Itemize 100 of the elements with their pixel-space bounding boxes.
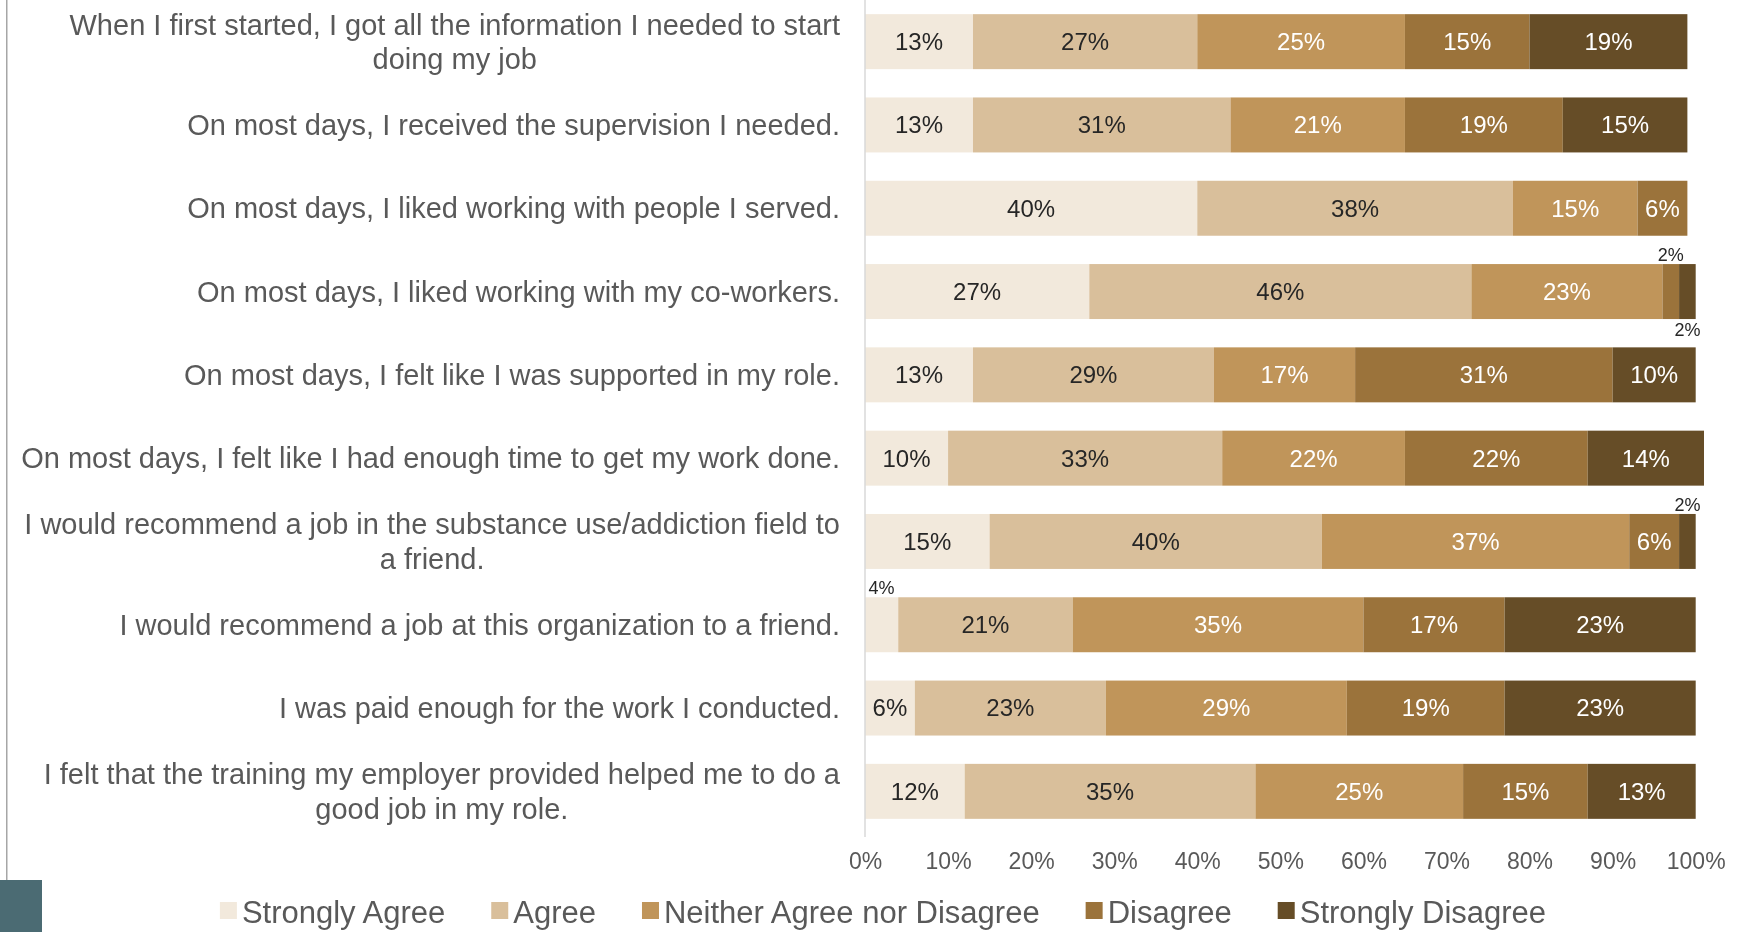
bar (1404, 97, 1563, 153)
bar (1355, 347, 1613, 403)
legend-label: Strongly Disagree (1299, 894, 1547, 930)
bar (1197, 180, 1513, 236)
data-label: 38% (1331, 194, 1380, 222)
x-tick-label: 90% (1590, 848, 1637, 875)
data-label: 27% (953, 277, 1002, 305)
bar (1255, 763, 1464, 819)
bar (1679, 264, 1696, 320)
data-label: 17% (1410, 611, 1459, 639)
bar (898, 597, 1073, 653)
data-label: 37% (1451, 527, 1500, 555)
bar (972, 97, 1231, 153)
data-label: 27% (1061, 28, 1110, 56)
data-label: 21% (961, 611, 1010, 639)
data-label: 15% (1601, 111, 1650, 139)
y-tick-label: On most days, I liked working with my co-workers. (196, 275, 840, 308)
data-label: 19% (1459, 111, 1508, 139)
bar (1213, 347, 1356, 403)
bar (865, 180, 1198, 236)
data-label: 19% (1584, 28, 1633, 56)
data-label: 21% (1293, 111, 1342, 139)
data-label: 4% (868, 578, 895, 599)
data-label: 22% (1289, 444, 1338, 472)
bar (1346, 680, 1505, 736)
data-label: 6% (1645, 194, 1680, 222)
data-label: 25% (1335, 777, 1384, 805)
bar (1089, 264, 1472, 320)
x-tick-label: 20% (1008, 848, 1055, 875)
data-label: 15% (1501, 777, 1550, 805)
bar (948, 430, 1223, 486)
bar (964, 763, 1256, 819)
x-tick-label: 70% (1423, 848, 1471, 875)
x-tick-label: 40% (1174, 848, 1221, 875)
legend-label: Agree (513, 894, 596, 930)
bar (972, 347, 1214, 403)
bar (865, 597, 899, 653)
bar (1197, 14, 1405, 70)
bar (1222, 430, 1405, 486)
y-tick-label: I would recommend a job in the substance use/addiction field to a friend. (24, 508, 840, 575)
bar (865, 763, 965, 819)
legend-label: Strongly Agree (241, 894, 446, 930)
bar (1512, 180, 1638, 236)
data-label: 6% (1636, 527, 1672, 555)
data-label: 15% (1551, 194, 1600, 222)
y-tick-label: On most days, I liked working with people I served. (187, 192, 840, 225)
data-label: 23% (1576, 694, 1625, 722)
bar (865, 264, 1090, 320)
data-label: 12% (890, 777, 939, 805)
data-label: 13% (894, 361, 944, 389)
bar (1105, 680, 1347, 736)
data-label: 14% (1621, 444, 1670, 472)
bar (1587, 763, 1696, 819)
bar (1562, 97, 1688, 153)
data-label: 31% (1077, 111, 1126, 139)
data-label: 31% (1459, 361, 1508, 389)
x-tick-label: 30% (1091, 848, 1138, 875)
bar (1471, 264, 1663, 320)
legend-label: Neither Agree nor Disagree (663, 894, 1040, 930)
data-label: 13% (894, 28, 944, 56)
x-tick-label: 10% (925, 848, 972, 875)
data-label: 2% (1674, 494, 1701, 515)
data-label: 35% (1194, 611, 1243, 639)
bar (1662, 264, 1680, 320)
bar (865, 14, 973, 70)
data-label: 23% (1576, 611, 1625, 639)
bar (865, 430, 949, 486)
x-tick-label: 100% (1666, 848, 1726, 875)
y-tick-label: On most days, I received the supervision I needed. (187, 109, 840, 142)
data-label: 23% (1542, 277, 1591, 305)
y-tick-label: On most days, I felt like I had enough time to get my work done. (21, 442, 840, 475)
x-tick-label: 80% (1507, 848, 1554, 875)
bar (1404, 430, 1588, 486)
data-label: 19% (1401, 694, 1450, 722)
y-tick-label: On most days, I felt like I was supported in my role. (184, 359, 840, 391)
bar (1363, 597, 1505, 653)
bar (1230, 97, 1405, 153)
data-label: 29% (1202, 694, 1251, 722)
data-label: 35% (1086, 777, 1135, 805)
bar (1463, 763, 1588, 819)
data-label: 13% (1617, 777, 1666, 805)
y-tick-label: I was paid enough for the work I conducted. (278, 692, 840, 725)
data-label: 25% (1277, 28, 1326, 56)
data-label: 2% (1657, 245, 1684, 266)
bar (1504, 597, 1696, 653)
bar (1529, 14, 1688, 70)
bar (1612, 347, 1696, 403)
data-label: 40% (1131, 527, 1180, 555)
data-label: 17% (1260, 361, 1309, 389)
x-tick-label: 50% (1257, 848, 1304, 875)
y-tick-label: I felt that the training my employer provided helped me to do a good job in my role. (43, 758, 841, 825)
data-label: 29% (1069, 361, 1118, 389)
bar (865, 347, 973, 403)
bar (914, 680, 1106, 736)
bar (865, 513, 990, 569)
data-label: 22% (1472, 444, 1521, 472)
bar (972, 14, 1198, 70)
bar (989, 513, 1322, 569)
x-tick-label: 0% (848, 848, 883, 875)
bar (865, 97, 973, 153)
